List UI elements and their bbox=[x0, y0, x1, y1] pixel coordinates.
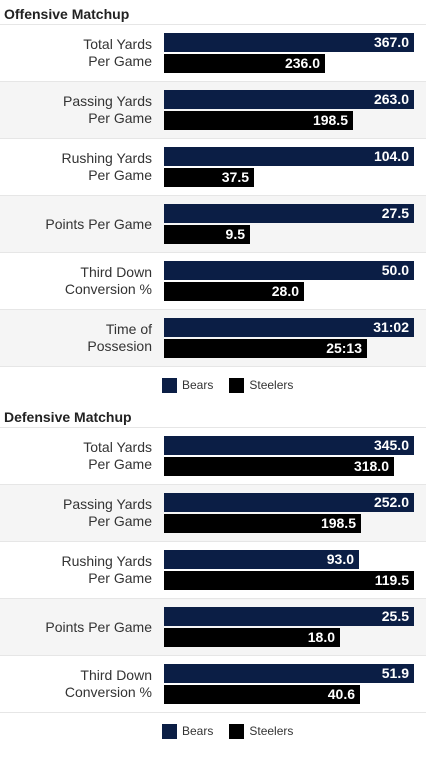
chart-row: Points Per Game 27.5 9.5 bbox=[0, 196, 426, 253]
chart-row: Points Per Game 25.5 18.0 bbox=[0, 599, 426, 656]
legend-item-bears[interactable]: Bears bbox=[162, 377, 214, 393]
legend-swatch-bears bbox=[162, 377, 177, 393]
category-label: Third Down Conversion % bbox=[64, 264, 152, 297]
bar-bears[interactable]: 31:02 bbox=[164, 318, 414, 337]
bar-steelers[interactable]: 28.0 bbox=[164, 282, 304, 301]
legend-label-steelers: Steelers bbox=[249, 724, 294, 738]
bar-steelers[interactable]: 119.5 bbox=[164, 571, 414, 590]
chart-row: Third Down Conversion % 51.9 40.6 bbox=[0, 656, 426, 713]
category-label: Points Per Game bbox=[45, 215, 152, 232]
bar-steelers[interactable]: 40.6 bbox=[164, 685, 360, 704]
bar-steelers[interactable]: 25:13 bbox=[164, 339, 367, 358]
bar-bears[interactable]: 93.0 bbox=[164, 550, 359, 569]
defensive-matchup-chart: Defensive Matchup Total Yards Per Game 34… bbox=[0, 407, 426, 749]
chart-row: Rushing Yards Per Game 104.0 37.5 bbox=[0, 139, 426, 196]
bar-steelers[interactable]: 198.5 bbox=[164, 514, 361, 533]
category-label: Rushing Yards Per Game bbox=[61, 150, 152, 183]
category-label: Time of Possesion bbox=[87, 321, 152, 354]
bar-steelers[interactable]: 198.5 bbox=[164, 111, 353, 130]
legend-swatch-bears bbox=[162, 723, 177, 739]
bar-steelers[interactable]: 9.5 bbox=[164, 225, 250, 244]
chart-title: Defensive Matchup bbox=[4, 409, 132, 425]
category-label: Total Yards Per Game bbox=[83, 439, 152, 472]
bar-bears[interactable]: 51.9 bbox=[164, 664, 414, 683]
chart-row: Time of Possesion 31:02 25:13 bbox=[0, 310, 426, 367]
category-label: Points Per Game bbox=[45, 618, 152, 635]
bar-bears[interactable]: 367.0 bbox=[164, 33, 414, 52]
legend-label-bears: Bears bbox=[182, 724, 214, 738]
legend-swatch-steelers bbox=[229, 377, 245, 393]
bar-bears[interactable]: 25.5 bbox=[164, 607, 414, 626]
legend-item-steelers[interactable]: Steelers bbox=[229, 377, 294, 393]
bar-bears[interactable]: 27.5 bbox=[164, 204, 414, 223]
chart-legend: Bears Steelers bbox=[0, 367, 426, 403]
chart-row: Third Down Conversion % 50.0 28.0 bbox=[0, 253, 426, 310]
chart-rows: Total Yards Per Game 367.0 236.0 Passing Ya… bbox=[0, 24, 426, 367]
bar-bears[interactable]: 263.0 bbox=[164, 90, 414, 109]
offensive-matchup-chart: Offensive Matchup Total Yards Per Game 36… bbox=[0, 4, 426, 403]
legend-label-steelers: Steelers bbox=[249, 378, 294, 392]
chart-row: Total Yards Per Game 367.0 236.0 bbox=[0, 25, 426, 82]
legend-swatch-steelers bbox=[229, 723, 245, 739]
chart-row: Passing Yards Per Game 252.0 198.5 bbox=[0, 485, 426, 542]
legend-item-bears[interactable]: Bears bbox=[162, 723, 214, 739]
bar-steelers[interactable]: 318.0 bbox=[164, 457, 394, 476]
bar-bears[interactable]: 104.0 bbox=[164, 147, 414, 166]
category-label: Total Yards Per Game bbox=[83, 36, 152, 69]
category-label: Third Down Conversion % bbox=[64, 667, 152, 700]
chart-row: Rushing Yards Per Game 93.0 119.5 bbox=[0, 542, 426, 599]
legend-label-bears: Bears bbox=[182, 378, 214, 392]
bar-steelers[interactable]: 18.0 bbox=[164, 628, 340, 647]
category-label: Passing Yards Per Game bbox=[63, 93, 152, 126]
bar-bears[interactable]: 50.0 bbox=[164, 261, 414, 280]
chart-row: Passing Yards Per Game 263.0 198.5 bbox=[0, 82, 426, 139]
chart-rows: Total Yards Per Game 345.0 318.0 Passing Ya… bbox=[0, 427, 426, 713]
chart-legend: Bears Steelers bbox=[0, 713, 426, 749]
bar-steelers[interactable]: 236.0 bbox=[164, 54, 325, 73]
bar-steelers[interactable]: 37.5 bbox=[164, 168, 254, 187]
chart-title: Offensive Matchup bbox=[4, 6, 130, 22]
chart-row: Total Yards Per Game 345.0 318.0 bbox=[0, 428, 426, 485]
category-label: Rushing Yards Per Game bbox=[61, 553, 152, 586]
bar-bears[interactable]: 345.0 bbox=[164, 436, 414, 455]
category-label: Passing Yards Per Game bbox=[63, 496, 152, 529]
legend-item-steelers[interactable]: Steelers bbox=[229, 723, 294, 739]
bar-bears[interactable]: 252.0 bbox=[164, 493, 414, 512]
